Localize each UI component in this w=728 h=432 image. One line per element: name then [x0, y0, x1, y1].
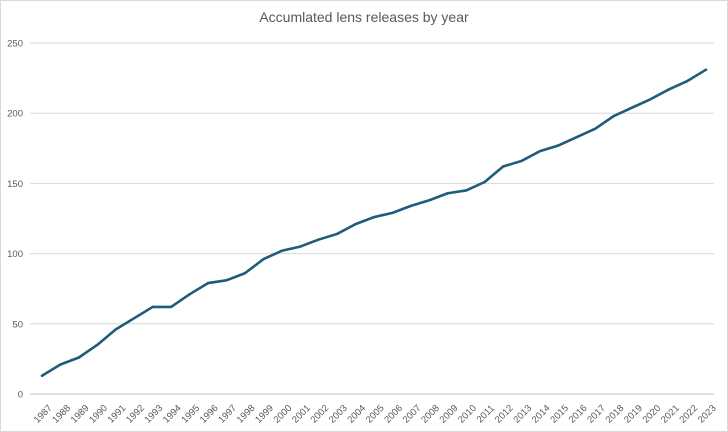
- data-point: [594, 127, 597, 130]
- y-axis-ticks: 0 50 100 150 200 250: [7, 39, 23, 401]
- data-point: [77, 356, 81, 359]
- x-tick-label: 1995: [179, 403, 202, 426]
- x-tick-label: 1988: [50, 403, 73, 426]
- x-tick-label: 2016: [567, 403, 590, 426]
- data-point: [151, 305, 154, 309]
- x-tick-label: 1994: [161, 403, 184, 426]
- series-layer: [40, 68, 708, 378]
- x-tick-label: 2022: [677, 403, 700, 426]
- data-point: [335, 232, 339, 236]
- data-point: [114, 328, 117, 331]
- x-tick-label: 1991: [106, 403, 129, 426]
- x-tick-label: 1999: [253, 403, 276, 426]
- data-point: [557, 144, 560, 147]
- series-line: [40, 68, 708, 378]
- x-tick-label: 2012: [493, 403, 516, 426]
- data-point: [59, 363, 62, 366]
- x-tick-label: 2009: [438, 403, 461, 426]
- data-point: [631, 106, 634, 109]
- x-axis-ticks: 1987198819891990199119921993199419951996…: [32, 403, 719, 426]
- data-point: [133, 316, 136, 320]
- data-point: [428, 199, 431, 202]
- data-point: [317, 238, 320, 241]
- x-tick-label: 2011: [475, 403, 497, 425]
- x-tick-label: 1996: [198, 403, 221, 426]
- data-point: [372, 215, 376, 219]
- data-point: [206, 281, 210, 285]
- x-tick-label: 2007: [401, 403, 424, 426]
- x-tick-label: 2020: [641, 403, 664, 426]
- x-tick-label: 2001: [290, 403, 313, 426]
- x-tick-label: 2013: [511, 403, 534, 426]
- data-point: [354, 222, 357, 226]
- data-point: [96, 343, 99, 347]
- data-point: [280, 249, 283, 252]
- x-tick-label: 2008: [419, 403, 442, 426]
- data-point: [649, 97, 652, 101]
- data-point: [188, 293, 191, 296]
- data-point: [520, 159, 523, 163]
- data-point: [299, 245, 302, 248]
- data-point: [243, 272, 247, 275]
- x-tick-label: 2005: [364, 403, 387, 426]
- data-point: [40, 374, 44, 377]
- x-tick-label: 2002: [309, 403, 332, 426]
- y-tick-label: 0: [18, 390, 23, 401]
- x-tick-label: 2019: [622, 403, 645, 426]
- data-point: [446, 192, 449, 195]
- data-point: [704, 68, 708, 71]
- data-point: [483, 180, 486, 184]
- x-tick-label: 2017: [585, 403, 608, 426]
- data-point: [262, 258, 265, 261]
- data-point: [575, 135, 579, 139]
- data-point: [612, 114, 615, 118]
- x-tick-label: 1990: [87, 403, 110, 426]
- data-point: [667, 88, 671, 91]
- y-tick-label: 50: [12, 319, 23, 330]
- x-tick-label: 2010: [456, 403, 479, 426]
- y-tick-label: 150: [7, 179, 23, 190]
- data-point: [686, 79, 689, 83]
- y-tick-label: 100: [7, 249, 23, 260]
- x-tick-label: 2015: [548, 403, 571, 426]
- data-point: [225, 279, 228, 282]
- x-tick-label: 2000: [272, 403, 295, 426]
- x-tick-label: 2006: [382, 403, 405, 426]
- x-tick-label: 1989: [69, 403, 92, 426]
- data-point: [538, 149, 542, 153]
- data-point: [465, 189, 468, 192]
- x-tick-label: 1987: [32, 403, 55, 426]
- y-tick-label: 250: [7, 39, 23, 50]
- x-tick-label: 1998: [235, 403, 258, 426]
- x-tick-label: 2021: [659, 403, 682, 426]
- data-point: [169, 305, 173, 309]
- chart-title: Accumlated lens releases by year: [259, 9, 469, 25]
- x-tick-label: 2014: [530, 403, 553, 426]
- data-point: [501, 165, 505, 168]
- data-point: [409, 204, 413, 208]
- x-tick-label: 2018: [604, 403, 627, 426]
- x-tick-label: 1997: [216, 403, 239, 426]
- x-tick-label: 1993: [143, 403, 166, 426]
- data-point: [391, 211, 394, 215]
- x-tick-label: 2003: [327, 403, 350, 426]
- y-tick-label: 200: [7, 109, 23, 120]
- x-tick-label: 1992: [124, 403, 147, 426]
- gridlines: [30, 42, 714, 395]
- x-tick-label: 2004: [345, 403, 368, 426]
- x-tick-label: 2023: [696, 403, 719, 426]
